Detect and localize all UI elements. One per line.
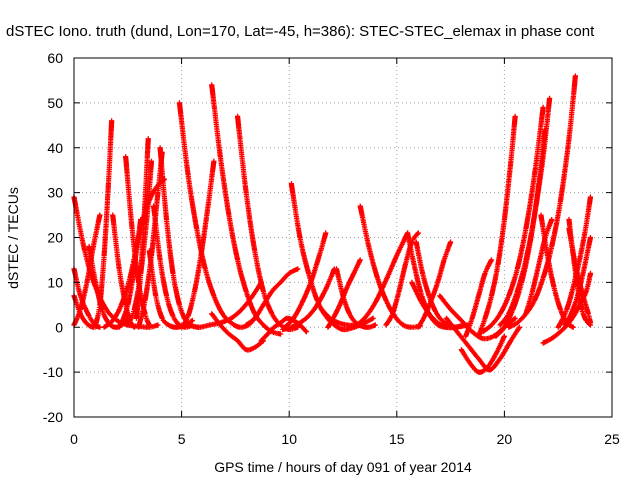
- data-series: [71, 73, 594, 375]
- y-tick-label: -20: [43, 409, 63, 425]
- series-44-markers: [497, 95, 553, 328]
- series-35-markers: [415, 239, 454, 330]
- series-18: [209, 82, 284, 337]
- x-tick-label: 25: [604, 431, 620, 447]
- series-31-markers: [351, 230, 411, 330]
- series-38-markers: [443, 315, 523, 373]
- series-22-markers: [243, 266, 301, 328]
- series-17-markers: [179, 158, 217, 330]
- y-tick-label: 20: [47, 230, 63, 246]
- series-40: [463, 257, 495, 339]
- series-5-markers: [92, 118, 115, 328]
- series-39: [458, 333, 507, 375]
- series-20: [209, 311, 266, 353]
- series-31: [351, 230, 411, 330]
- y-tick-label: 40: [47, 140, 63, 156]
- series-20-markers: [209, 311, 266, 353]
- series-17: [179, 158, 217, 330]
- series-34-markers: [413, 239, 471, 330]
- series-36: [409, 279, 467, 331]
- y-tick-label: 0: [55, 319, 63, 335]
- x-axis-label: GPS time / hours of day 091 of year 2014: [214, 459, 472, 475]
- series-52: [562, 234, 594, 328]
- axis-ticks: 0 5 10 15 20 25 -20 -10 0 10 20 30 40 50 60: [43, 50, 620, 447]
- series-29: [325, 257, 363, 330]
- series-44: [497, 95, 553, 328]
- series-29-markers: [325, 257, 363, 330]
- series-26-markers: [280, 266, 337, 333]
- x-tick-label: 15: [389, 431, 405, 447]
- y-tick-label: 50: [47, 95, 63, 111]
- series-42: [480, 104, 546, 335]
- series-40-markers: [463, 257, 495, 339]
- x-tick-label: 0: [70, 431, 78, 447]
- series-9-markers: [116, 216, 144, 330]
- series-5: [92, 118, 115, 328]
- series-41: [476, 113, 518, 339]
- series-36-markers: [409, 279, 467, 331]
- series-52-markers: [562, 234, 594, 328]
- series-22: [243, 266, 301, 328]
- series-11: [133, 136, 151, 321]
- x-tick-label: 10: [281, 431, 297, 447]
- series-15-markers: [136, 149, 165, 330]
- series-51-markers: [555, 194, 594, 330]
- series-41-markers: [476, 113, 518, 339]
- x-tick-label: 20: [497, 431, 513, 447]
- series-35: [415, 239, 454, 330]
- series-26: [280, 266, 337, 333]
- chart-title: dSTEC Iono. truth (dund, Lon=170, Lat=-4…: [6, 23, 595, 40]
- y-tick-label: 30: [47, 185, 63, 201]
- y-tick-label: 10: [47, 274, 63, 290]
- series-34: [413, 239, 471, 330]
- y-tick-label: -10: [43, 364, 63, 380]
- series-9: [116, 216, 144, 330]
- y-axis-label: dSTEC / TECUs: [5, 187, 21, 289]
- x-tick-label: 5: [178, 431, 186, 447]
- y-tick-label: 60: [47, 50, 63, 66]
- series-11-markers: [133, 136, 151, 321]
- series-42-markers: [480, 104, 546, 335]
- series-15: [136, 149, 165, 330]
- series-39-markers: [458, 333, 507, 375]
- series-18-markers: [209, 82, 284, 337]
- series-51: [555, 194, 594, 330]
- series-38: [443, 315, 523, 373]
